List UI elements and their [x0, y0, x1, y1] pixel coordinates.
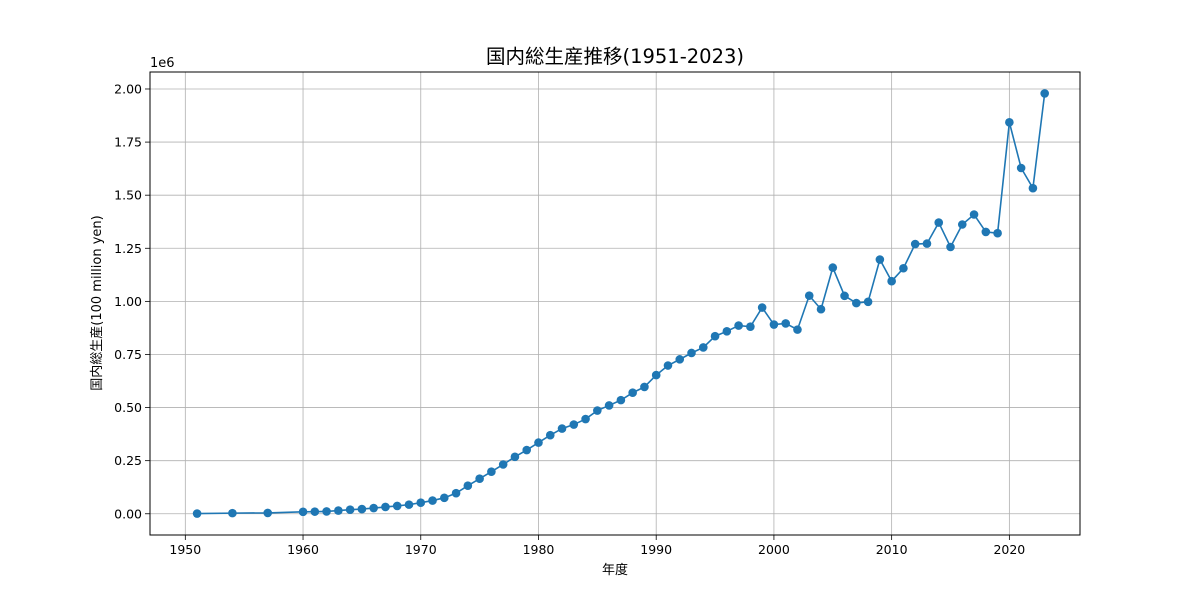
data-point: [852, 298, 861, 308]
data-point: [428, 496, 437, 505]
y-tick-label: 1.75: [114, 135, 142, 150]
data-point: [769, 320, 779, 329]
data-point: [863, 297, 873, 307]
data-point: [569, 420, 579, 429]
data-point: [734, 321, 743, 330]
x-tick-label: 1970: [405, 542, 437, 557]
data-point: [981, 227, 991, 237]
data-point: [440, 493, 449, 503]
data-point: [1028, 183, 1038, 193]
data-point: [192, 509, 202, 518]
data-point: [993, 228, 1002, 238]
data-point: [1016, 163, 1026, 173]
data-point: [746, 322, 755, 331]
y-axis-label: 国内総生産(100 million yen): [89, 215, 105, 390]
data-point: [651, 370, 661, 380]
data-point: [899, 263, 908, 273]
x-tick-label: 2000: [758, 542, 790, 557]
data-point: [840, 291, 849, 301]
data-point: [498, 460, 508, 469]
data-point: [804, 291, 814, 300]
data-point: [369, 503, 378, 513]
data-point: [675, 355, 685, 364]
data-point: [604, 401, 614, 410]
data-point: [510, 452, 520, 462]
data-point: [687, 348, 696, 358]
data-point: [828, 263, 838, 272]
y-axis-ticks: 0.00 0.25 0.50 0.75 1.00 1.25 1.50 1.75 2.00: [114, 81, 150, 521]
x-tick-label: 1950: [169, 542, 201, 557]
data-point: [451, 488, 461, 498]
data-point: [593, 406, 602, 415]
data-point: [781, 319, 790, 328]
data-point: [416, 498, 426, 508]
data-point: [345, 505, 355, 515]
data-point: [640, 382, 649, 392]
data-series: [192, 89, 1049, 518]
y-tick-label: 1.50: [114, 188, 142, 203]
data-point: [381, 502, 390, 512]
data-point: [946, 242, 955, 252]
data-point: [710, 331, 720, 341]
data-point: [969, 210, 979, 219]
grid: [150, 72, 1080, 535]
data-point: [875, 255, 885, 264]
data-point: [887, 276, 896, 286]
data-point: [816, 304, 826, 314]
data-point: [487, 467, 496, 477]
x-axis-label: 年度: [602, 562, 628, 578]
data-point: [934, 218, 944, 227]
data-point: [581, 414, 590, 424]
y-tick-label: 0.00: [114, 506, 142, 521]
plot-frame: [149, 71, 1081, 536]
data-point: [475, 474, 484, 484]
chart-title: 国内総生産推移(1951-2023): [486, 45, 744, 68]
y-tick-label: 0.75: [114, 347, 142, 362]
data-point: [545, 430, 555, 440]
x-tick-label: 1960: [287, 542, 319, 557]
y-tick-label: 0.25: [114, 453, 142, 468]
x-tick-label: 2010: [876, 542, 908, 557]
data-point: [628, 388, 637, 398]
data-point: [298, 507, 308, 517]
data-point: [357, 504, 367, 514]
x-axis-ticks: 1950 1960 1970 1980 1990 2000 2010 2020: [169, 535, 1025, 557]
x-tick-label: 2020: [993, 542, 1025, 557]
data-point: [1040, 89, 1049, 98]
data-point: [557, 424, 567, 433]
data-point: [957, 220, 967, 229]
data-point: [910, 239, 920, 249]
data-point: [534, 438, 543, 447]
y-offset-label: 1e6: [150, 56, 175, 71]
data-point: [334, 506, 343, 515]
data-point: [616, 395, 626, 405]
x-tick-label: 1980: [523, 542, 555, 557]
data-point: [793, 325, 802, 334]
data-point: [1005, 118, 1014, 127]
data-point: [522, 445, 532, 455]
data-point: [463, 481, 473, 491]
y-tick-label: 1.00: [114, 294, 142, 309]
x-tick-label: 1990: [640, 542, 672, 557]
y-tick-label: 1.25: [114, 241, 142, 256]
data-point: [922, 239, 932, 248]
data-point: [322, 507, 331, 516]
data-point: [263, 508, 273, 518]
data-point: [698, 343, 708, 352]
data-point: [757, 303, 767, 312]
data-point: [663, 361, 673, 370]
data-point: [310, 507, 320, 516]
data-point: [404, 500, 414, 509]
y-tick-label: 2.00: [114, 81, 142, 96]
data-point: [392, 501, 402, 511]
data-point: [228, 508, 237, 518]
data-point: [722, 327, 732, 336]
y-tick-label: 0.50: [114, 400, 142, 415]
